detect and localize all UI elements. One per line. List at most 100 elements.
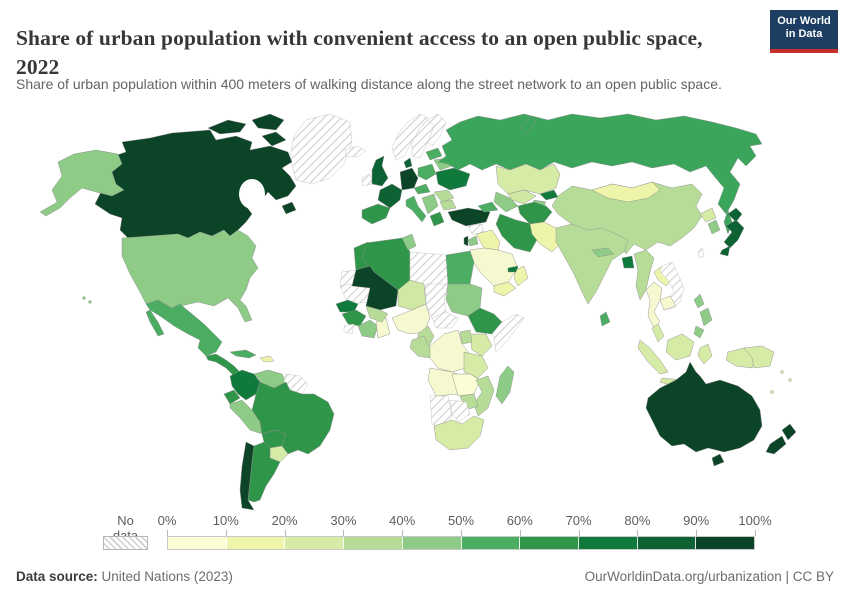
country-iceland[interactable] bbox=[344, 145, 367, 158]
country-kenya[interactable] bbox=[469, 333, 493, 357]
country-greece[interactable] bbox=[429, 211, 445, 227]
country-denmark[interactable] bbox=[403, 157, 413, 169]
country-mongolia[interactable] bbox=[591, 181, 661, 203]
country-new-zealand[interactable] bbox=[765, 423, 797, 455]
country-saudi-arabia[interactable] bbox=[469, 247, 519, 287]
owid-logo[interactable]: Our World in Data bbox=[770, 10, 838, 53]
country-gabon-congo[interactable] bbox=[409, 335, 431, 359]
country-uzbekistan[interactable] bbox=[507, 189, 537, 205]
country-south-korea[interactable] bbox=[707, 219, 721, 235]
country-caucasus[interactable] bbox=[477, 201, 499, 213]
legend-bin-30-40[interactable] bbox=[344, 537, 403, 549]
legend-bin-20-30[interactable] bbox=[285, 537, 345, 549]
country-egypt[interactable] bbox=[445, 250, 475, 285]
country-jordan[interactable] bbox=[467, 235, 479, 247]
country-balkans[interactable] bbox=[421, 193, 439, 215]
country-novaya-zemlya[interactable] bbox=[519, 115, 537, 135]
country-sri-lanka[interactable] bbox=[599, 311, 611, 327]
country-central-america[interactable] bbox=[205, 353, 241, 377]
country-usa[interactable] bbox=[121, 229, 259, 323]
country-bulgaria[interactable] bbox=[439, 199, 457, 211]
country-senegal[interactable] bbox=[335, 299, 359, 313]
country-philippines[interactable] bbox=[693, 293, 713, 339]
country-madagascar[interactable] bbox=[495, 365, 515, 405]
legend-bin-70-80[interactable] bbox=[578, 537, 638, 549]
country-canada[interactable] bbox=[94, 129, 297, 239]
footer-link[interactable]: OurWorldinData.org/urbanization | CC BY bbox=[584, 569, 834, 584]
country-canada-arctic-island[interactable] bbox=[261, 131, 287, 147]
country-taiwan[interactable] bbox=[697, 247, 705, 259]
country-ecuador[interactable] bbox=[223, 389, 241, 405]
country-papua-new-guinea[interactable] bbox=[743, 345, 775, 369]
country-yemen[interactable] bbox=[493, 281, 517, 297]
legend-bin-10-20[interactable] bbox=[226, 537, 286, 549]
country-hawaii[interactable] bbox=[82, 296, 92, 304]
country-malaysia[interactable] bbox=[651, 323, 665, 343]
country-vietnam[interactable] bbox=[659, 261, 685, 311]
country-australia-tasmania[interactable] bbox=[711, 453, 725, 467]
country-greenland[interactable] bbox=[289, 113, 353, 185]
country-iran[interactable] bbox=[495, 213, 539, 253]
country-pakistan[interactable] bbox=[529, 221, 563, 253]
country-ivory-coast[interactable] bbox=[357, 319, 379, 339]
country-botswana[interactable] bbox=[449, 399, 471, 423]
legend-bin-60-70[interactable] bbox=[520, 537, 579, 549]
country-turkmenistan[interactable] bbox=[493, 191, 519, 213]
country-alaska[interactable] bbox=[39, 149, 125, 217]
country-pacific-islands[interactable] bbox=[770, 370, 792, 394]
legend-bin-0-10[interactable] bbox=[168, 537, 227, 549]
country-mali[interactable] bbox=[351, 265, 399, 311]
legend-bin-80-90[interactable] bbox=[637, 537, 697, 549]
country-nepal[interactable] bbox=[591, 247, 615, 258]
country-france[interactable] bbox=[377, 183, 403, 209]
country-turkey[interactable] bbox=[447, 207, 491, 227]
country-italy[interactable] bbox=[405, 195, 427, 223]
country-zambia[interactable] bbox=[451, 373, 481, 397]
country-canada-arctic-island[interactable] bbox=[207, 119, 247, 135]
country-bangladesh[interactable] bbox=[621, 255, 635, 269]
country-argentina[interactable] bbox=[247, 441, 281, 503]
country-central-african-republic[interactable] bbox=[431, 311, 459, 329]
country-cambodia[interactable] bbox=[659, 295, 677, 311]
country-nigeria[interactable] bbox=[391, 303, 431, 335]
country-mozambique[interactable] bbox=[473, 375, 495, 417]
country-romania[interactable] bbox=[433, 189, 455, 203]
country-guinea[interactable] bbox=[341, 309, 367, 327]
country-thailand[interactable] bbox=[645, 281, 663, 329]
country-south-africa[interactable] bbox=[433, 415, 485, 451]
country-norway[interactable] bbox=[391, 113, 429, 161]
country-uk[interactable] bbox=[371, 155, 389, 187]
legend-bin-90-100[interactable] bbox=[696, 537, 755, 549]
country-tanzania[interactable] bbox=[463, 351, 489, 379]
country-newfoundland[interactable] bbox=[281, 201, 297, 215]
country-somalia[interactable] bbox=[491, 313, 525, 353]
country-israel[interactable] bbox=[463, 235, 469, 247]
country-tunisia[interactable] bbox=[401, 233, 417, 251]
country-afghanistan[interactable] bbox=[517, 201, 553, 225]
country-baltics[interactable] bbox=[425, 147, 443, 161]
country-kazakhstan[interactable] bbox=[495, 163, 561, 195]
country-iraq[interactable] bbox=[475, 229, 501, 251]
country-mexico[interactable] bbox=[145, 299, 223, 357]
country-japan[interactable] bbox=[719, 207, 745, 257]
country-australia[interactable] bbox=[645, 361, 763, 453]
country-canada-arctic-island[interactable] bbox=[251, 113, 285, 131]
country-austria-czech[interactable] bbox=[413, 183, 431, 195]
country-hispaniola[interactable] bbox=[259, 355, 275, 363]
country-uae[interactable] bbox=[507, 265, 519, 273]
country-north-korea[interactable] bbox=[699, 207, 717, 223]
legend-no-data-swatch[interactable] bbox=[103, 536, 148, 550]
country-ireland[interactable] bbox=[361, 173, 373, 187]
country-poland[interactable] bbox=[417, 163, 437, 181]
country-uganda[interactable] bbox=[459, 329, 473, 345]
country-india[interactable] bbox=[555, 223, 629, 305]
country-oman[interactable] bbox=[513, 265, 529, 287]
country-finland[interactable] bbox=[427, 113, 447, 147]
country-cuba[interactable] bbox=[229, 349, 257, 359]
country-mexico-baja[interactable] bbox=[145, 309, 165, 337]
legend-bin-50-60[interactable] bbox=[461, 537, 521, 549]
country-burkina-faso[interactable] bbox=[365, 305, 389, 323]
country-iberia[interactable] bbox=[361, 203, 391, 225]
country-brazil[interactable] bbox=[251, 381, 335, 455]
country-ukraine[interactable] bbox=[435, 167, 471, 191]
